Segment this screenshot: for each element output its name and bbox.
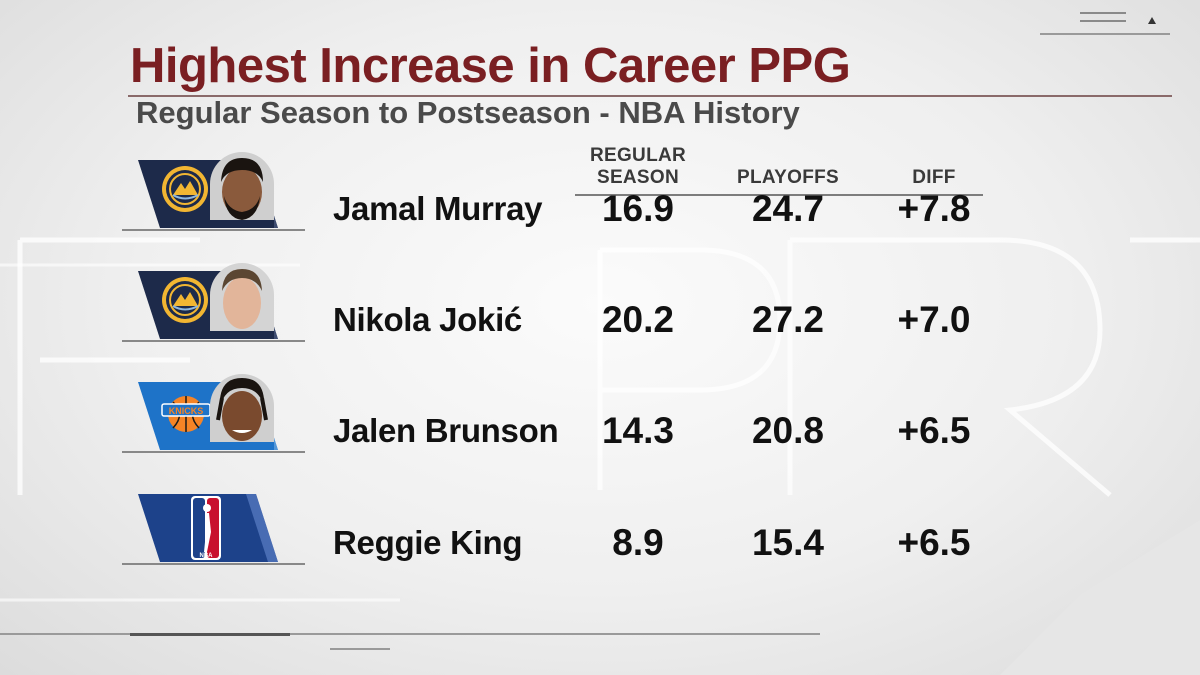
table-row: KNICKS Jalen Brunson 14.3 20.8 +6.5 xyxy=(0,374,1200,464)
player-headshot xyxy=(210,263,274,339)
svg-text:NBA: NBA xyxy=(200,553,214,559)
player-name: Reggie King xyxy=(333,524,523,561)
regular-season-ppg: 20.2 xyxy=(601,299,674,340)
team-logo-panel: NBA xyxy=(138,486,278,562)
player-name: Jalen Brunson xyxy=(333,412,559,449)
row-divider xyxy=(122,451,305,453)
regular-season-ppg: 8.9 xyxy=(612,522,664,563)
ppg-diff: +6.5 xyxy=(897,522,971,563)
ppg-diff: +7.8 xyxy=(897,188,971,229)
ppg-diff: +6.5 xyxy=(897,410,971,451)
column-header-diff-line-1: DIFF xyxy=(912,167,956,188)
svg-text:KNICKS: KNICKS xyxy=(169,406,204,416)
player-headshot xyxy=(210,152,274,228)
row-divider xyxy=(122,340,305,342)
playoffs-ppg: 24.7 xyxy=(751,188,824,229)
chart-subtitle: Regular Season to Postseason - NBA Histo… xyxy=(136,95,800,130)
player-name: Nikola Jokić xyxy=(333,301,522,338)
column-header-diff: DIFF xyxy=(864,167,1004,189)
ppg-diff: +7.0 xyxy=(897,299,971,340)
playoffs-ppg: 27.2 xyxy=(751,299,824,340)
player-headshot xyxy=(210,374,274,450)
chart-title: Highest Increase in Career PPG xyxy=(130,39,851,93)
column-header-regular-season: REGULAR SEASON xyxy=(568,145,708,189)
column-header-playoffs: PLAYOFFS xyxy=(718,167,858,189)
playoffs-ppg: 20.8 xyxy=(751,410,824,451)
table-row: NBA Reggie King 8.9 15.4 +6.5 xyxy=(0,486,1200,576)
column-header-regular-line-1: REGULAR xyxy=(589,145,687,166)
title-divider xyxy=(128,95,1172,97)
column-header-regular-line-2: SEASON xyxy=(596,167,680,188)
table-row: Jamal Murray 16.9 24.7 +7.8 xyxy=(0,152,1200,242)
regular-season-ppg: 14.3 xyxy=(601,410,674,451)
table-row: Nikola Jokić 20.2 27.2 +7.0 xyxy=(0,263,1200,353)
player-name: Jamal Murray xyxy=(333,190,543,227)
row-divider xyxy=(122,229,305,231)
playoffs-ppg: 15.4 xyxy=(751,522,824,563)
row-divider xyxy=(122,563,305,565)
column-header-playoffs-line-1: PLAYOFFS xyxy=(737,167,839,188)
column-header-divider xyxy=(575,194,983,196)
regular-season-ppg: 16.9 xyxy=(601,188,674,229)
